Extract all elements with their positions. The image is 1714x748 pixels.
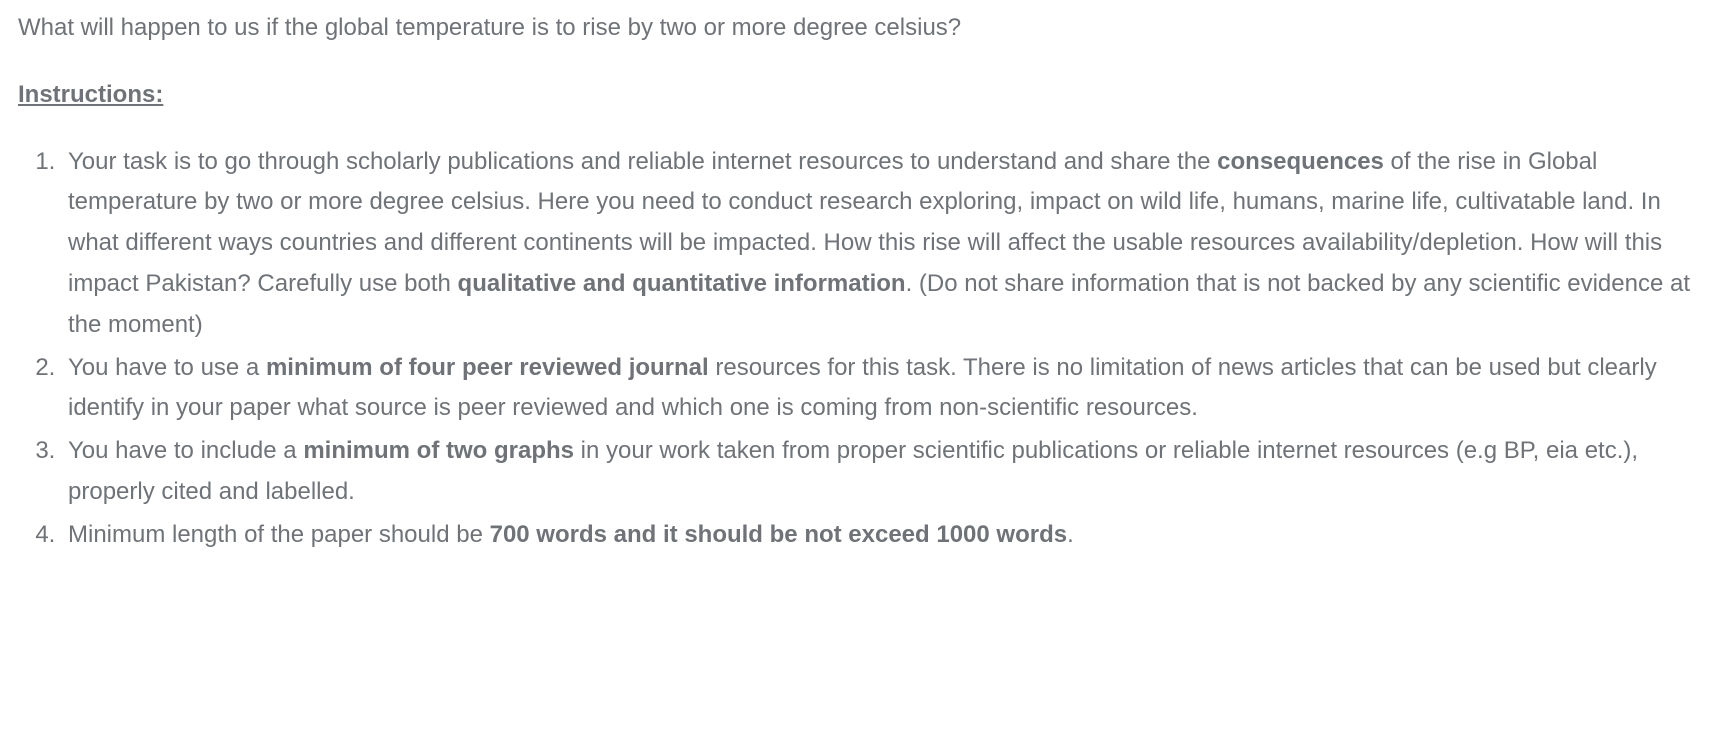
- bold-text: 700 words and it should be not exceed 10…: [490, 521, 1068, 548]
- instructions-heading: Instructions:: [18, 75, 1696, 116]
- bold-text: minimum of two graphs: [303, 437, 574, 464]
- instruction-item-1: Your task is to go through scholarly pub…: [62, 142, 1696, 346]
- instruction-item-3: You have to include a minimum of two gra…: [62, 431, 1696, 513]
- text: Minimum length of the paper should be: [68, 521, 490, 548]
- instruction-item-4: Minimum length of the paper should be 70…: [62, 515, 1696, 556]
- text: You have to include a: [68, 437, 303, 464]
- bold-text: consequences: [1217, 148, 1384, 175]
- bold-text: qualitative and quantitative information: [458, 270, 906, 297]
- instruction-item-2: You have to use a minimum of four peer r…: [62, 348, 1696, 430]
- text: Your task is to go through scholarly pub…: [68, 148, 1217, 175]
- text: .: [1067, 521, 1074, 548]
- text: You have to use a: [68, 354, 266, 381]
- instructions-list: Your task is to go through scholarly pub…: [18, 142, 1696, 556]
- bold-text: minimum of four peer reviewed journal: [266, 354, 709, 381]
- assignment-question: What will happen to us if the global tem…: [18, 8, 1696, 49]
